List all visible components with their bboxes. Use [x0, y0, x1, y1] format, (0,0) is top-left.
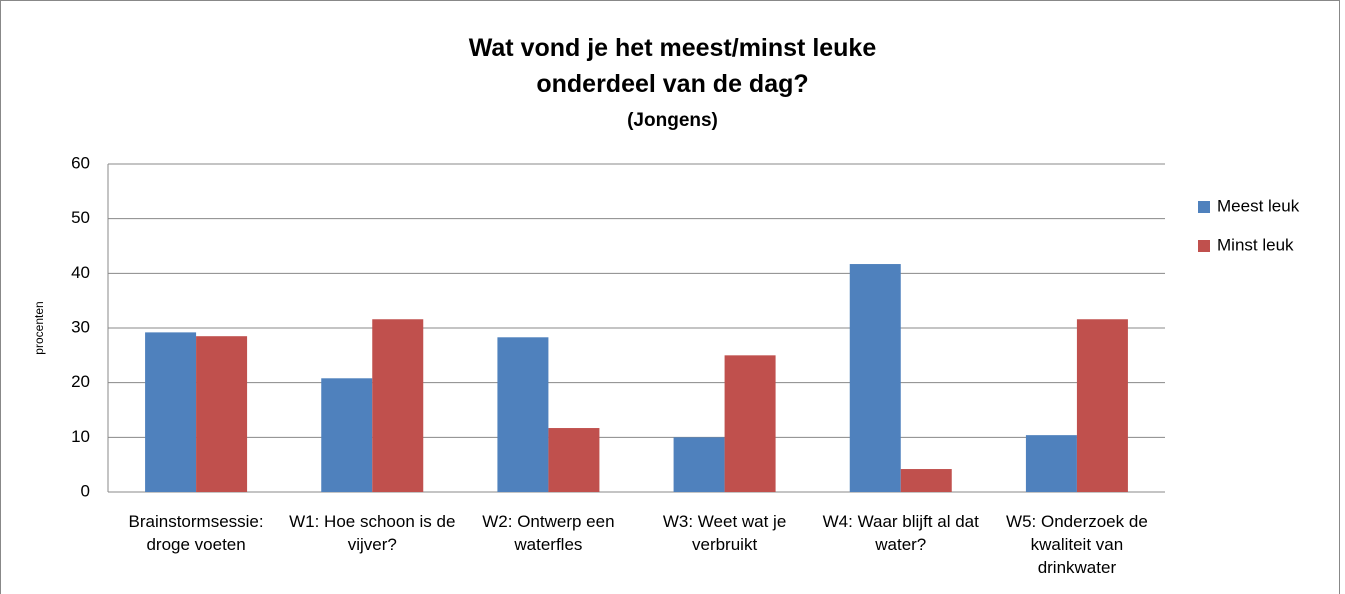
y-tick-label: 20 [71, 372, 90, 391]
y-tick-label: 40 [71, 263, 90, 282]
bar [548, 428, 600, 492]
bar [724, 355, 776, 492]
bar [372, 319, 424, 492]
y-tick-label: 0 [81, 481, 90, 500]
x-tick-label: W2: Ontwerp een waterfles [482, 512, 615, 554]
bar [497, 337, 549, 492]
y-tick-label: 50 [71, 208, 90, 227]
legend-swatch [1198, 201, 1210, 213]
legend-label: Minst leuk [1217, 235, 1294, 254]
x-tick-label: W3: Weet wat je verbruikt [662, 512, 787, 554]
x-tick-label: W4: Waar blijft al dat water? [822, 512, 979, 554]
bar [900, 469, 952, 492]
y-tick-label: 10 [71, 427, 90, 446]
bar [1025, 435, 1077, 492]
bar [196, 336, 248, 492]
y-tick-label: 30 [71, 317, 90, 336]
bar [145, 332, 197, 492]
bar [673, 437, 725, 492]
chart-title: Wat vond je het meest/minst leuke onderd… [468, 34, 877, 98]
x-tick-label: W5: Onderzoek de kwaliteit van drinkwate… [1006, 512, 1148, 577]
bar [849, 264, 901, 492]
y-axis-label: procenten [32, 301, 46, 354]
y-tick-label: 60 [71, 153, 90, 172]
legend-swatch [1198, 240, 1210, 252]
x-tick-label: Brainstormsessie: droge voeten [128, 512, 264, 554]
bar [1076, 319, 1128, 492]
legend-label: Meest leuk [1217, 196, 1300, 215]
x-tick-label: W1: Hoe schoon is de vijver? [289, 512, 456, 554]
chart-subtitle: (Jongens) [627, 110, 718, 131]
bar [321, 378, 373, 492]
